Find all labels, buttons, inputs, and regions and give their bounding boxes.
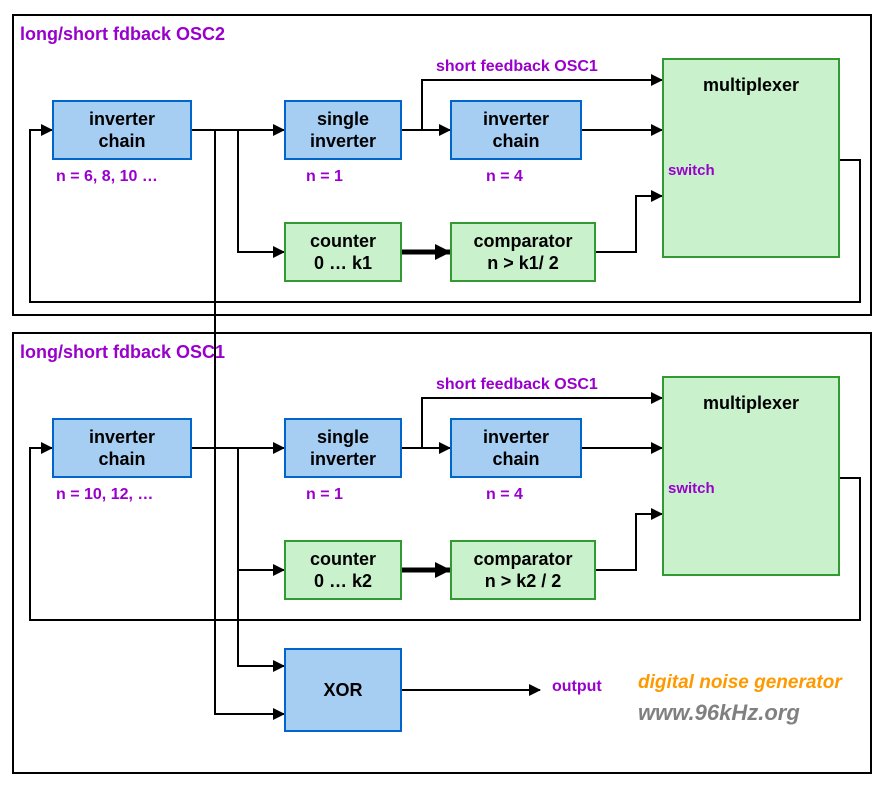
label-osc2_title: long/short fdback OSC2 bbox=[20, 24, 225, 45]
block-mux_2: multiplexer bbox=[662, 376, 840, 576]
block-counter_2: counter0 … k2 bbox=[284, 540, 402, 600]
block-inv_chain_1: inverterchain bbox=[52, 100, 192, 160]
block-inv_chain_1b: inverterchain bbox=[450, 100, 582, 160]
label-n_single_2: n = 1 bbox=[306, 486, 343, 504]
block-single_inv_2: singleinverter bbox=[284, 418, 402, 478]
block-inv_chain_2: inverterchain bbox=[52, 418, 192, 478]
label-output: output bbox=[552, 678, 602, 696]
block-inv_chain_2b: inverterchain bbox=[450, 418, 582, 478]
block-counter_1: counter0 … k1 bbox=[284, 222, 402, 282]
label-n_chain_2b: n = 4 bbox=[486, 486, 523, 504]
block-mux_1: multiplexer bbox=[662, 58, 840, 258]
label-switch_1: switch bbox=[668, 162, 715, 179]
label-short_fb_2: short feedback OSC1 bbox=[436, 376, 598, 394]
block-single_inv_1: singleinverter bbox=[284, 100, 402, 160]
block-xor: XOR bbox=[284, 648, 402, 732]
block-comparator_2: comparatorn > k2 / 2 bbox=[450, 540, 596, 600]
label-n_single_1: n = 1 bbox=[306, 168, 343, 186]
label-short_fb_1: short feedback OSC1 bbox=[436, 58, 598, 76]
label-n_chain_1: n = 6, 8, 10 … bbox=[56, 168, 158, 186]
label-tag2: www.96kHz.org bbox=[638, 700, 800, 726]
label-switch_2: switch bbox=[668, 480, 715, 497]
label-n_chain_1b: n = 4 bbox=[486, 168, 523, 186]
block-comparator_1: comparatorn > k1/ 2 bbox=[450, 222, 596, 282]
label-n_chain_2: n = 10, 12, … bbox=[56, 486, 153, 504]
label-osc1_title: long/short fdback OSC1 bbox=[20, 342, 225, 363]
label-tag1: digital noise generator bbox=[638, 672, 842, 694]
